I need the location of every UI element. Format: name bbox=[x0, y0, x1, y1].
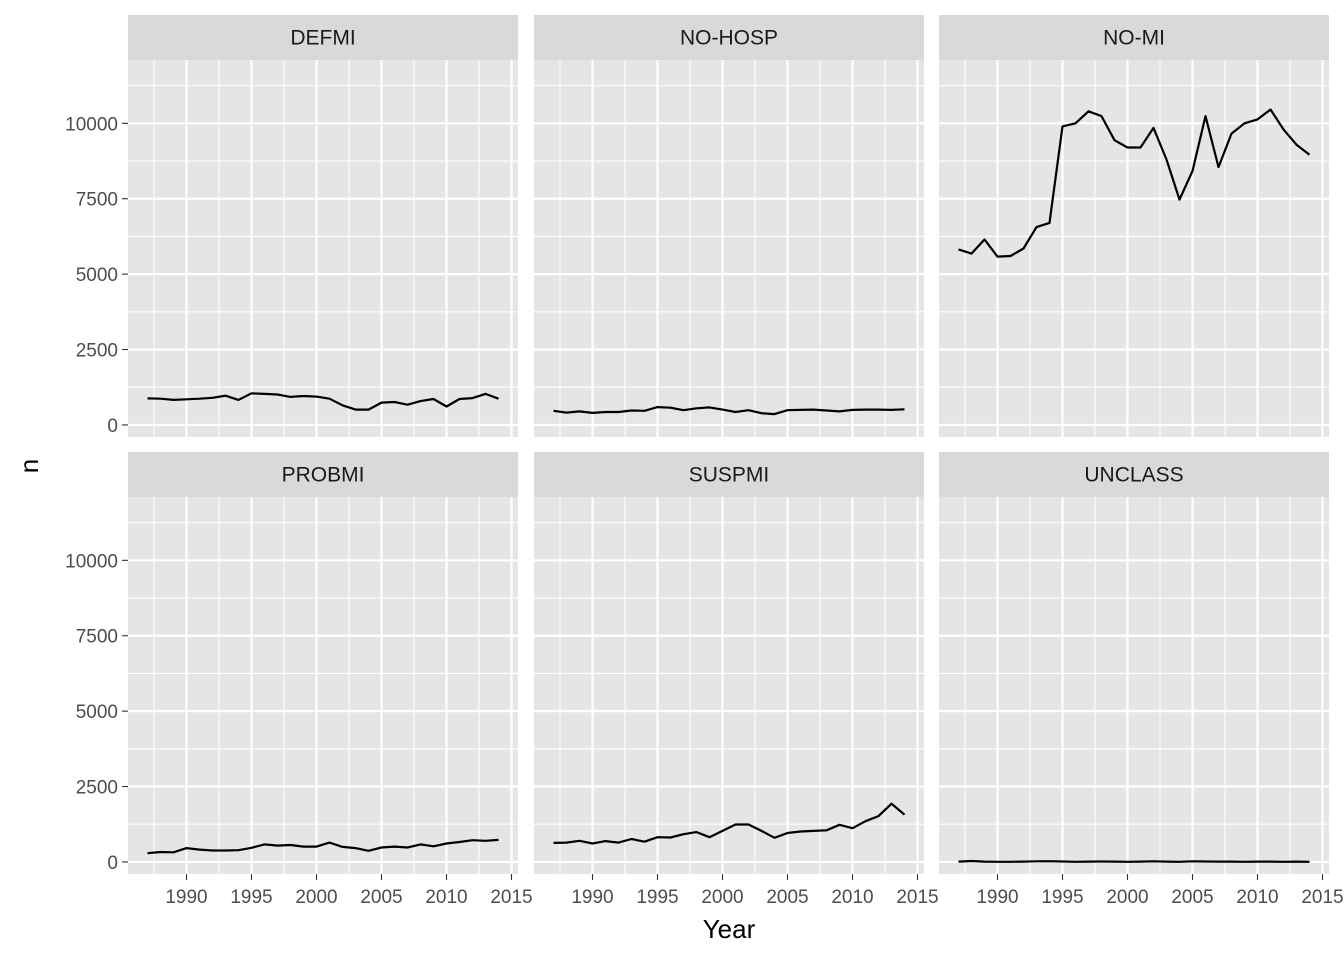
y-tick-label: 7500 bbox=[76, 190, 118, 211]
y-tick-label: 10000 bbox=[65, 551, 118, 572]
x-tick-label: 2015 bbox=[490, 887, 532, 908]
x-tick-label: 1995 bbox=[230, 887, 272, 908]
x-tick-label: 1990 bbox=[976, 887, 1018, 908]
x-tick-label: 2000 bbox=[1106, 887, 1148, 908]
y-tick-label: 2500 bbox=[76, 778, 118, 799]
y-tick-label: 10000 bbox=[65, 114, 118, 135]
x-tick-label: 2010 bbox=[425, 887, 467, 908]
strip-probmi bbox=[128, 452, 518, 497]
panel-no-mi: NO-MI bbox=[939, 15, 1329, 437]
y-tick-label: 7500 bbox=[76, 627, 118, 648]
x-tick-label: 2010 bbox=[831, 887, 873, 908]
strip-suspmi bbox=[534, 452, 924, 497]
series-line-no-mi bbox=[958, 108, 1311, 258]
panel-no-hosp: NO-HOSP bbox=[534, 15, 924, 437]
x-tick-label: 2010 bbox=[1236, 887, 1278, 908]
x-tick-label: 1990 bbox=[165, 887, 207, 908]
strip-label-suspmi: SUSPMI bbox=[689, 464, 770, 487]
panel-suspmi: SUSPMI 1990 1995 2000 2005 2010 2015 bbox=[534, 452, 939, 908]
y-tick-label: 0 bbox=[107, 853, 118, 874]
panel-probmi: PROBMI 0 2500 5000 7500 10000 1990 1995 2000 2005… bbox=[65, 452, 533, 908]
series-line-suspmi bbox=[553, 802, 906, 845]
panel-unclass: UNCLASS 1990 1995 2000 2005 2010 2015 bbox=[939, 452, 1344, 908]
x-tick-label: 2005 bbox=[766, 887, 808, 908]
x-tick-label: 2015 bbox=[1301, 887, 1343, 908]
strip-label-unclass: UNCLASS bbox=[1084, 464, 1183, 487]
x-tick-label: 1995 bbox=[1041, 887, 1083, 908]
strip-unclass bbox=[939, 452, 1329, 497]
x-tick-label: 2000 bbox=[701, 887, 743, 908]
x-tick-label: 1995 bbox=[636, 887, 678, 908]
series-line-probmi bbox=[147, 838, 499, 855]
x-tick-label: 2015 bbox=[896, 887, 938, 908]
x-tick-label: 2005 bbox=[1171, 887, 1213, 908]
panel-defmi: DEFMI 0 2500 5000 7500 10000 bbox=[65, 15, 518, 437]
y-tick-label: 5000 bbox=[76, 702, 118, 723]
strip-no-hosp bbox=[534, 15, 924, 60]
series-line-defmi bbox=[147, 392, 499, 411]
strip-label-no-mi: NO-MI bbox=[1103, 27, 1165, 50]
y-tick-label: 5000 bbox=[76, 265, 118, 286]
x-tick-label: 2000 bbox=[295, 887, 337, 908]
strip-no-mi bbox=[939, 15, 1329, 60]
strip-defmi bbox=[128, 15, 518, 60]
strip-label-defmi: DEFMI bbox=[290, 27, 355, 50]
y-tick-label: 0 bbox=[107, 416, 118, 437]
series-line-unclass bbox=[958, 859, 1310, 863]
x-axis-title: Year bbox=[703, 914, 756, 944]
series-line-no-hosp bbox=[553, 406, 905, 416]
strip-label-no-hosp: NO-HOSP bbox=[680, 27, 778, 50]
strip-label-probmi: PROBMI bbox=[282, 464, 365, 487]
x-tick-label: 2005 bbox=[360, 887, 402, 908]
y-axis-title: n bbox=[14, 459, 44, 473]
x-tick-label: 1990 bbox=[571, 887, 613, 908]
y-tick-label: 2500 bbox=[76, 341, 118, 362]
